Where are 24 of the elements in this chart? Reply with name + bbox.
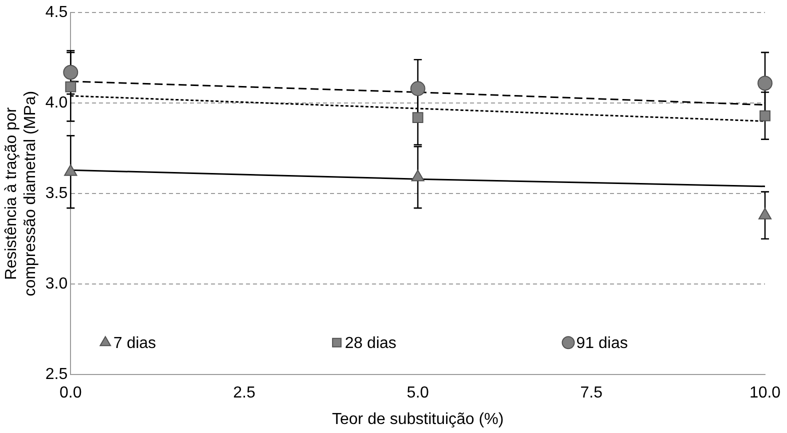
- y-tick-label: 3.0: [45, 276, 68, 293]
- point: [412, 112, 424, 124]
- y-tick-label: 4.5: [45, 4, 68, 22]
- x-tick-label: 5.0: [406, 384, 430, 402]
- point: [65, 81, 76, 92]
- legend-label: 91 dias: [576, 335, 628, 352]
- y-tick-label: 4.0: [45, 94, 68, 112]
- legend-label: 28 dias: [344, 335, 396, 352]
- x-tick-label: 2.5: [233, 384, 256, 402]
- point: [410, 81, 426, 96]
- point: [760, 110, 770, 122]
- point: [411, 170, 424, 182]
- x-tick-label: 10.0: [749, 384, 781, 402]
- y-tick-label: 3.5: [45, 185, 68, 202]
- point: [758, 76, 772, 91]
- point: [63, 64, 78, 80]
- point: [64, 164, 78, 176]
- legend-label: 7 dias: [113, 335, 156, 352]
- x-tick-label: 7.5: [580, 384, 603, 402]
- x-axis-title: Teor de substituição (%): [332, 410, 504, 428]
- y-tick-label: 2.5: [45, 366, 68, 384]
- x-tick-label: 0.0: [60, 384, 82, 402]
- point: [758, 208, 772, 220]
- y-axis-title: Resistência à tração por compressão diametral (MPa): [3, 90, 40, 296]
